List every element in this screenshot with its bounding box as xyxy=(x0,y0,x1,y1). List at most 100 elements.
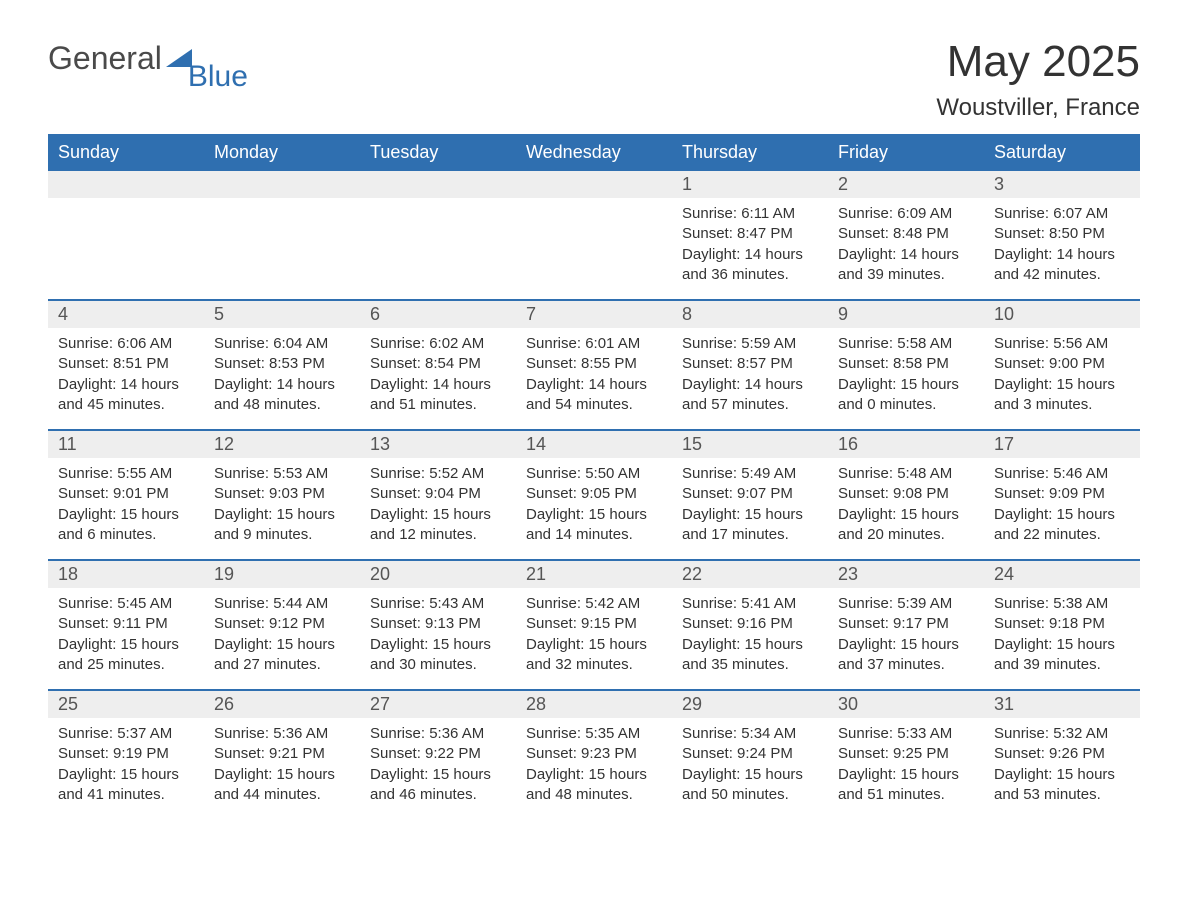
day-body: Sunrise: 5:52 AMSunset: 9:04 PMDaylight:… xyxy=(360,458,516,545)
daylight-text: Daylight: 15 hours and 44 minutes. xyxy=(214,765,350,806)
day-cell: 6Sunrise: 6:02 AMSunset: 8:54 PMDaylight… xyxy=(360,301,516,429)
day-body: Sunrise: 5:36 AMSunset: 9:21 PMDaylight:… xyxy=(204,718,360,805)
day-body xyxy=(516,198,672,204)
daylight-text: Daylight: 14 hours and 57 minutes. xyxy=(682,375,818,416)
daylight-text: Daylight: 14 hours and 48 minutes. xyxy=(214,375,350,416)
sunrise-text: Sunrise: 6:02 AM xyxy=(370,334,506,354)
sunrise-text: Sunrise: 6:06 AM xyxy=(58,334,194,354)
sunset-text: Sunset: 9:21 PM xyxy=(214,744,350,764)
week-row: 11Sunrise: 5:55 AMSunset: 9:01 PMDayligh… xyxy=(48,429,1140,559)
location: Woustviller, France xyxy=(936,94,1140,122)
sunset-text: Sunset: 9:00 PM xyxy=(994,354,1130,374)
day-number: 7 xyxy=(516,301,672,328)
sunrise-text: Sunrise: 5:56 AM xyxy=(994,334,1130,354)
daylight-text: Daylight: 15 hours and 14 minutes. xyxy=(526,505,662,546)
day-number: 6 xyxy=(360,301,516,328)
sunrise-text: Sunrise: 5:34 AM xyxy=(682,724,818,744)
day-cell: 29Sunrise: 5:34 AMSunset: 9:24 PMDayligh… xyxy=(672,691,828,819)
day-body: Sunrise: 6:11 AMSunset: 8:47 PMDaylight:… xyxy=(672,198,828,285)
day-cell: 21Sunrise: 5:42 AMSunset: 9:15 PMDayligh… xyxy=(516,561,672,689)
day-cell: 10 Sunrise: 5:56 AMSunset: 9:00 PMDayligh… xyxy=(984,301,1140,429)
week-row: 18Sunrise: 5:45 AMSunset: 9:11 PMDayligh… xyxy=(48,559,1140,689)
weekday-header: Tuesday xyxy=(360,134,516,171)
day-number xyxy=(516,171,672,198)
sunset-text: Sunset: 9:05 PM xyxy=(526,484,662,504)
day-cell: 5Sunrise: 6:04 AMSunset: 8:53 PMDaylight… xyxy=(204,301,360,429)
logo: General Blue xyxy=(48,40,254,77)
day-body: Sunrise: 5:50 AMSunset: 9:05 PMDaylight:… xyxy=(516,458,672,545)
weekday-header: Wednesday xyxy=(516,134,672,171)
day-cell: 23Sunrise: 5:39 AMSunset: 9:17 PMDayligh… xyxy=(828,561,984,689)
day-cell xyxy=(360,171,516,299)
sunset-text: Sunset: 9:11 PM xyxy=(58,614,194,634)
daylight-text: Daylight: 14 hours and 54 minutes. xyxy=(526,375,662,416)
day-number: 15 xyxy=(672,431,828,458)
daylight-text: Daylight: 15 hours and 41 minutes. xyxy=(58,765,194,806)
day-cell: 24Sunrise: 5:38 AMSunset: 9:18 PMDayligh… xyxy=(984,561,1140,689)
daylight-text: Daylight: 15 hours and 53 minutes. xyxy=(994,765,1130,806)
day-body: Sunrise: 5:32 AMSunset: 9:26 PMDaylight:… xyxy=(984,718,1140,805)
sunrise-text: Sunrise: 5:55 AM xyxy=(58,464,194,484)
sunrise-text: Sunrise: 5:44 AM xyxy=(214,594,350,614)
day-cell: 9Sunrise: 5:58 AMSunset: 8:58 PMDaylight… xyxy=(828,301,984,429)
day-number: 23 xyxy=(828,561,984,588)
day-cell: 30Sunrise: 5:33 AMSunset: 9:25 PMDayligh… xyxy=(828,691,984,819)
day-cell: 28Sunrise: 5:35 AMSunset: 9:23 PMDayligh… xyxy=(516,691,672,819)
day-number xyxy=(360,171,516,198)
sunset-text: Sunset: 9:25 PM xyxy=(838,744,974,764)
day-number: 24 xyxy=(984,561,1140,588)
day-number xyxy=(48,171,204,198)
day-number: 17 xyxy=(984,431,1140,458)
day-body: Sunrise: 5:36 AMSunset: 9:22 PMDaylight:… xyxy=(360,718,516,805)
sunrise-text: Sunrise: 6:04 AM xyxy=(214,334,350,354)
sunrise-text: Sunrise: 5:52 AM xyxy=(370,464,506,484)
sunrise-text: Sunrise: 5:53 AM xyxy=(214,464,350,484)
day-body xyxy=(48,198,204,204)
day-number: 12 xyxy=(204,431,360,458)
day-body: Sunrise: 5:34 AMSunset: 9:24 PMDaylight:… xyxy=(672,718,828,805)
logo-text-blue: Blue xyxy=(188,60,248,94)
sunrise-text: Sunrise: 5:42 AM xyxy=(526,594,662,614)
daylight-text: Daylight: 15 hours and 50 minutes. xyxy=(682,765,818,806)
weeks-container: 1Sunrise: 6:11 AMSunset: 8:47 PMDaylight… xyxy=(48,171,1140,819)
day-body: Sunrise: 5:37 AMSunset: 9:19 PMDaylight:… xyxy=(48,718,204,805)
sunrise-text: Sunrise: 5:48 AM xyxy=(838,464,974,484)
day-number: 10 xyxy=(984,301,1140,328)
sunrise-text: Sunrise: 5:37 AM xyxy=(58,724,194,744)
day-number: 26 xyxy=(204,691,360,718)
day-number xyxy=(204,171,360,198)
day-cell: 20Sunrise: 5:43 AMSunset: 9:13 PMDayligh… xyxy=(360,561,516,689)
sunset-text: Sunset: 9:01 PM xyxy=(58,484,194,504)
daylight-text: Daylight: 15 hours and 6 minutes. xyxy=(58,505,194,546)
sunset-text: Sunset: 8:58 PM xyxy=(838,354,974,374)
sunset-text: Sunset: 8:51 PM xyxy=(58,354,194,374)
sunset-text: Sunset: 9:16 PM xyxy=(682,614,818,634)
sunset-text: Sunset: 9:12 PM xyxy=(214,614,350,634)
day-cell: 14Sunrise: 5:50 AMSunset: 9:05 PMDayligh… xyxy=(516,431,672,559)
day-number: 25 xyxy=(48,691,204,718)
day-body: Sunrise: 6:07 AMSunset: 8:50 PMDaylight:… xyxy=(984,198,1140,285)
weekday-header: Friday xyxy=(828,134,984,171)
daylight-text: Daylight: 15 hours and 35 minutes. xyxy=(682,635,818,676)
sunset-text: Sunset: 9:22 PM xyxy=(370,744,506,764)
day-body: Sunrise: 5:33 AMSunset: 9:25 PMDaylight:… xyxy=(828,718,984,805)
sunrise-text: Sunrise: 5:36 AM xyxy=(370,724,506,744)
daylight-text: Daylight: 15 hours and 48 minutes. xyxy=(526,765,662,806)
sunset-text: Sunset: 9:15 PM xyxy=(526,614,662,634)
day-body xyxy=(204,198,360,204)
day-body: Sunrise: 5:59 AMSunset: 8:57 PMDaylight:… xyxy=(672,328,828,415)
sunrise-text: Sunrise: 5:59 AM xyxy=(682,334,818,354)
day-number: 2 xyxy=(828,171,984,198)
weekday-header: Monday xyxy=(204,134,360,171)
daylight-text: Daylight: 14 hours and 39 minutes. xyxy=(838,245,974,286)
daylight-text: Daylight: 15 hours and 17 minutes. xyxy=(682,505,818,546)
daylight-text: Daylight: 15 hours and 27 minutes. xyxy=(214,635,350,676)
daylight-text: Daylight: 15 hours and 9 minutes. xyxy=(214,505,350,546)
daylight-text: Daylight: 15 hours and 37 minutes. xyxy=(838,635,974,676)
sunrise-text: Sunrise: 6:01 AM xyxy=(526,334,662,354)
day-cell: 15Sunrise: 5:49 AMSunset: 9:07 PMDayligh… xyxy=(672,431,828,559)
daylight-text: Daylight: 15 hours and 22 minutes. xyxy=(994,505,1130,546)
day-number: 9 xyxy=(828,301,984,328)
day-cell: 2Sunrise: 6:09 AMSunset: 8:48 PMDaylight… xyxy=(828,171,984,299)
daylight-text: Daylight: 15 hours and 3 minutes. xyxy=(994,375,1130,416)
